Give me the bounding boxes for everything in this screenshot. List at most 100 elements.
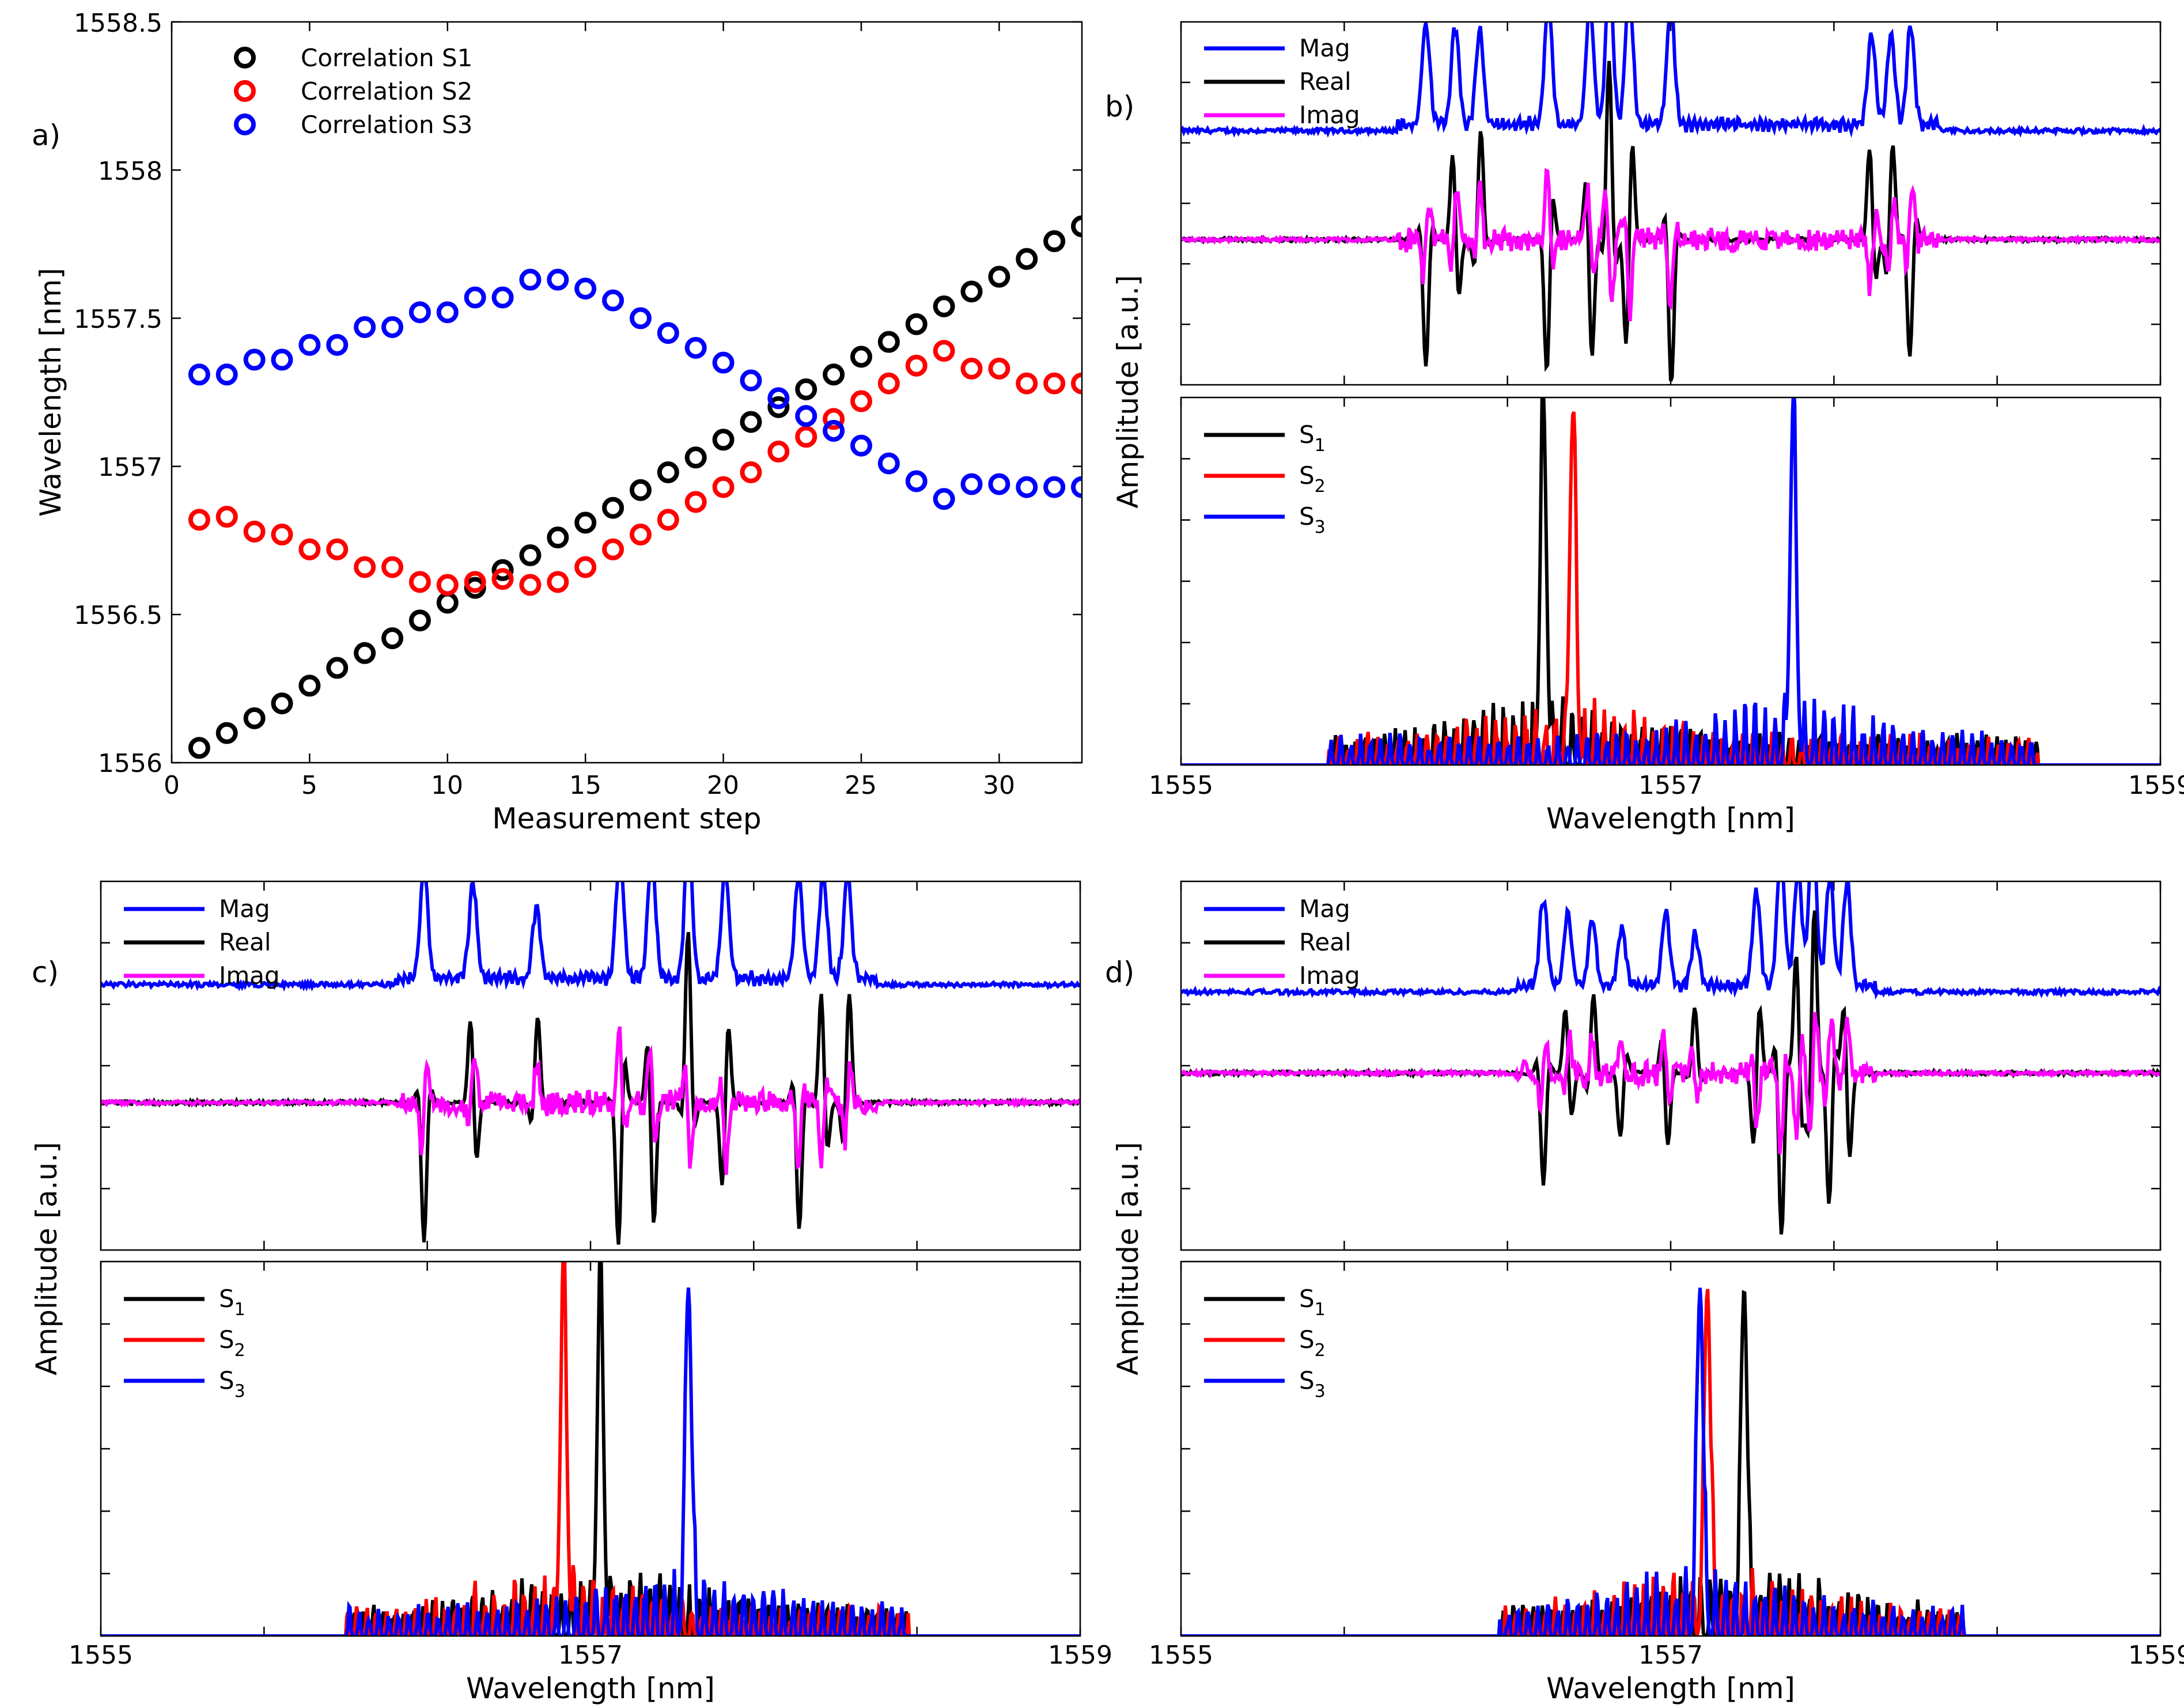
a-point-s2-10	[436, 574, 459, 596]
panel-a-label: a)	[32, 119, 60, 152]
a-point-s3-30	[988, 473, 1010, 495]
a-point-s2-28	[933, 339, 955, 362]
d-xtick-1: 1557	[1638, 1641, 1703, 1670]
b-legend-real: Real	[1299, 67, 1352, 96]
panel-a-frame	[171, 21, 1083, 764]
a-point-s3-22	[767, 387, 790, 410]
a-point-s2-15	[574, 556, 597, 578]
panel-a-points	[188, 215, 1082, 759]
panel-c-label: c)	[32, 956, 59, 989]
a-point-s2-20	[712, 476, 735, 498]
a-ytick-5: 1558.5	[74, 9, 162, 38]
a-legend-marker-s2	[234, 80, 256, 102]
a-ytick-2: 1557	[98, 453, 162, 482]
c-s1-trace	[101, 1262, 1080, 1636]
d-top-legend: Mag Real Imag	[1204, 895, 1360, 990]
a-point-s2-22	[767, 440, 790, 463]
a-point-s3-12	[491, 286, 514, 309]
c-top-legend: Mag Real Imag	[124, 895, 280, 990]
a-point-s2-11	[464, 571, 486, 593]
a-point-s3-11	[464, 286, 486, 309]
a-point-s3-1	[188, 363, 210, 386]
a-point-s3-33	[1071, 476, 1082, 498]
a-point-s1-6	[326, 657, 349, 679]
d-bottom-legend: S1 S2 S3	[1204, 1285, 1326, 1402]
b-xtick-1: 1557	[1638, 771, 1703, 800]
a-point-s1-1	[188, 737, 210, 759]
a-point-s1-7	[354, 642, 376, 664]
panel-d-top-ticks	[1180, 881, 2162, 1250]
a-point-s2-26	[877, 372, 900, 395]
d-xtick-2: 1559	[2128, 1641, 2184, 1670]
b-bottom-legend: S1 S2 S3	[1204, 421, 1326, 537]
b-xtick-2: 1559	[2128, 771, 2184, 800]
a-point-s2-25	[850, 390, 872, 412]
a-point-s1-3	[243, 707, 266, 729]
a-point-s3-16	[602, 289, 624, 312]
a-point-s2-29	[960, 357, 983, 380]
panel-b-bottom-traces	[1181, 397, 2160, 765]
a-point-s1-23	[795, 378, 817, 400]
a-point-s3-24	[823, 419, 845, 442]
panel-d-bottom-traces	[1181, 1287, 2160, 1636]
a-point-s1-22	[767, 396, 790, 418]
c-xlabel: Wavelength [nm]	[466, 1672, 715, 1705]
c-legend-s2: S2	[219, 1326, 245, 1361]
a-point-s1-17	[629, 479, 652, 501]
a-point-s3-7	[354, 316, 376, 338]
panel-b-label: b)	[1105, 90, 1134, 123]
c-legend-s1: S1	[219, 1285, 245, 1320]
a-point-s3-25	[850, 434, 872, 457]
b-top-legend: Mag Real Imag	[1204, 34, 1360, 129]
d-legend-s3: S3	[1299, 1366, 1326, 1402]
c-xtick-0: 1555	[69, 1641, 133, 1670]
a-point-s2-24	[823, 408, 845, 430]
panel-b-top-frame	[1180, 21, 2162, 386]
panel-b-top-traces	[1181, 22, 2160, 382]
b-xlabel: Wavelength [nm]	[1546, 802, 1795, 835]
panel-a: a) 1556 1556.5 1557 1557.5 1558 1558.5 0…	[32, 9, 1083, 835]
a-ylabel: Wavelength [nm]	[34, 268, 67, 517]
d-s2-trace	[1181, 1289, 2160, 1636]
b-legend-s2: S2	[1299, 461, 1326, 497]
a-point-s2-8	[381, 556, 404, 578]
d-legend-s2: S2	[1299, 1326, 1326, 1361]
a-point-s2-23	[795, 426, 817, 448]
a-point-s3-27	[905, 470, 928, 493]
a-point-s1-32	[1043, 230, 1066, 252]
b-s1-trace	[1181, 397, 2160, 765]
c-ylabel: Amplitude [a.u.]	[30, 1142, 63, 1375]
panel-d-bottom-ticks	[1180, 1262, 2162, 1636]
d-legend-imag: Imag	[1299, 961, 1360, 990]
c-xtick-1: 1557	[558, 1641, 623, 1670]
panel-d: d) 1555 1557 1559 Wavelength [nm] Amplit…	[1105, 880, 2184, 1705]
panel-d-label: d)	[1105, 956, 1134, 989]
a-point-s1-28	[933, 295, 955, 317]
d-s1-trace	[1181, 1290, 2160, 1636]
b-s2-trace	[1181, 411, 2160, 765]
a-point-s2-27	[905, 354, 928, 377]
a-point-s1-33	[1071, 215, 1082, 237]
a-legend-s3: Correlation S3	[301, 111, 472, 139]
a-point-s3-31	[1016, 476, 1038, 498]
d-mag-trace	[1181, 881, 2160, 1000]
a-point-s1-29	[960, 281, 983, 303]
a-point-s3-20	[712, 351, 735, 374]
a-point-s2-6	[326, 538, 349, 561]
a-xtick-4: 20	[707, 771, 739, 800]
panel-d-bottom-frame	[1180, 1260, 2162, 1637]
a-point-s3-29	[960, 473, 983, 495]
d-xlabel: Wavelength [nm]	[1546, 1672, 1795, 1705]
a-point-s2-4	[271, 523, 293, 546]
a-xtick-0: 0	[164, 771, 180, 800]
a-point-s1-8	[381, 627, 404, 649]
d-legend-real: Real	[1299, 928, 1352, 956]
a-point-s2-2	[215, 506, 238, 528]
d-s3-trace	[1181, 1287, 2160, 1636]
a-xtick-1: 5	[301, 771, 317, 800]
a-point-s1-21	[740, 411, 762, 433]
a-xtick-3: 15	[569, 771, 601, 800]
b-s3-trace	[1181, 397, 2160, 765]
d-legend-mag: Mag	[1299, 895, 1350, 923]
a-point-s1-31	[1016, 248, 1038, 270]
